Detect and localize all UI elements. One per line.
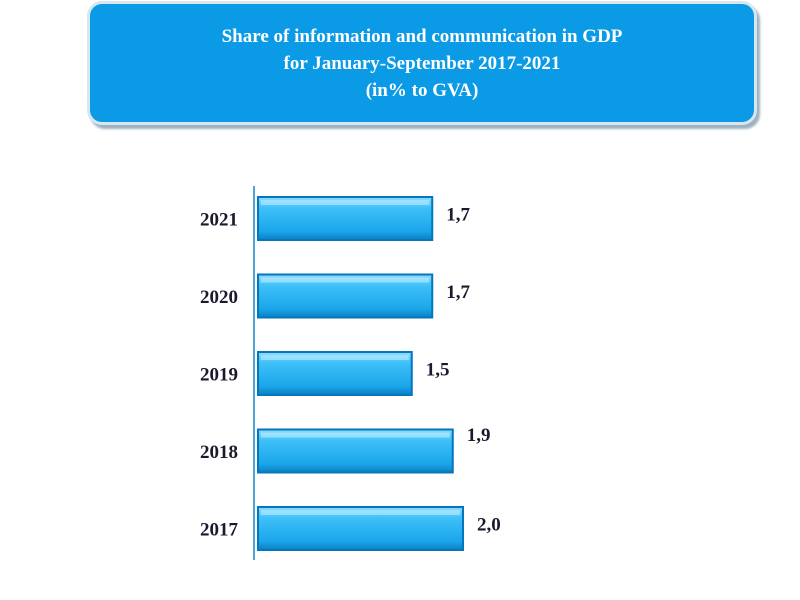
chart-title-line-1: Share of information and communication i… xyxy=(221,25,623,47)
data-label: 1,9 xyxy=(467,425,491,446)
data-label: 1,7 xyxy=(446,205,470,226)
chart-title-line-2: for January-September 2017-2021 xyxy=(283,52,561,74)
data-label: 1,7 xyxy=(446,282,470,303)
chart-title-banner: Share of information and communication i… xyxy=(90,4,754,122)
y-tick-label: 2020 xyxy=(200,287,238,308)
y-tick-label: 2019 xyxy=(200,365,238,386)
bar-highlight xyxy=(261,277,430,283)
bar-highlight xyxy=(261,200,430,205)
y-tick-label: 2021 xyxy=(200,210,238,231)
bar-highlight xyxy=(261,355,409,360)
y-tick-label: 2018 xyxy=(200,442,238,463)
bar-highlight xyxy=(261,510,460,515)
data-label: 1,5 xyxy=(426,360,450,381)
bar-highlight xyxy=(261,432,450,438)
y-tick-label: 2017 xyxy=(200,520,239,541)
chart-title-line-3: (in% to GVA) xyxy=(365,79,479,101)
data-label: 2,0 xyxy=(477,515,501,536)
